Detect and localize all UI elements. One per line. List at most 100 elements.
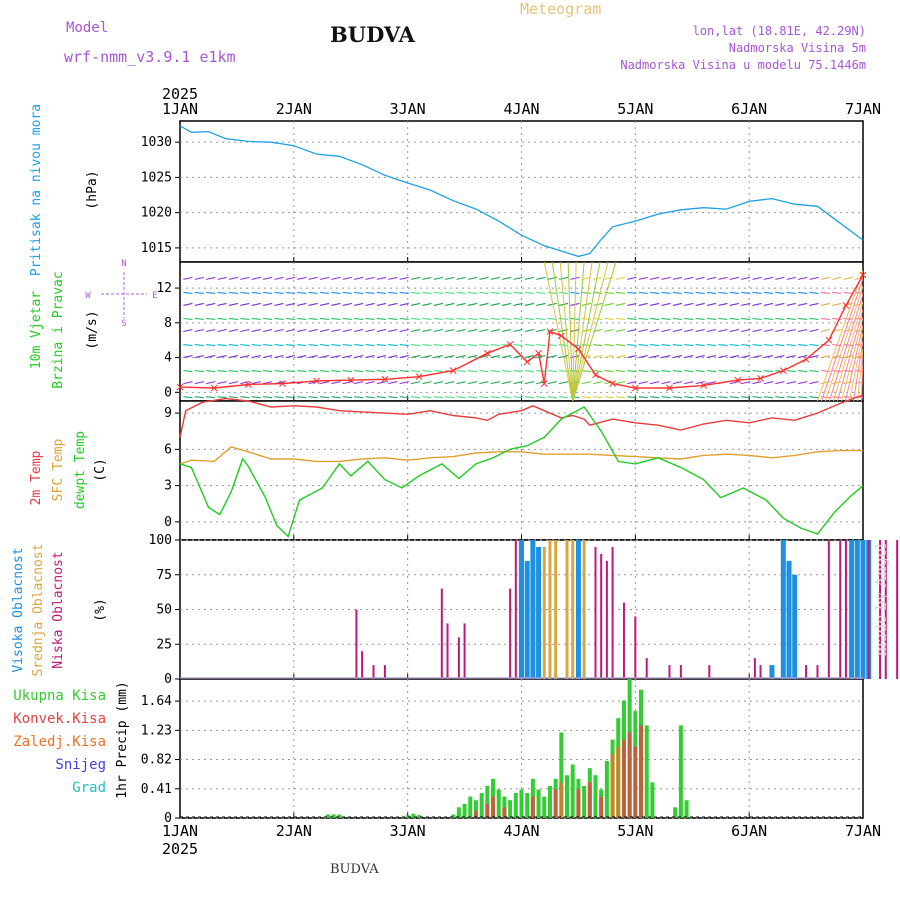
dewpoint-line bbox=[179, 406, 864, 538]
wind-barb bbox=[695, 370, 705, 373]
wind-barb bbox=[809, 291, 819, 294]
wind-barb bbox=[524, 343, 534, 347]
wind-barb bbox=[661, 381, 671, 385]
wind-barb bbox=[456, 317, 466, 321]
wind-barb bbox=[684, 328, 694, 333]
wind-barb bbox=[672, 343, 682, 347]
wind-barb bbox=[399, 276, 409, 280]
wind-barb bbox=[331, 302, 341, 306]
wind-barb bbox=[547, 355, 557, 359]
wind-barb bbox=[422, 276, 432, 280]
wind-barb bbox=[843, 396, 853, 399]
wind-barb bbox=[513, 302, 523, 306]
wind-barb bbox=[297, 370, 307, 373]
wind-barb bbox=[240, 396, 250, 399]
wind-barb bbox=[502, 396, 512, 399]
wind-barb bbox=[627, 328, 637, 333]
wind-barb bbox=[354, 328, 364, 333]
wind-barb-fan bbox=[832, 301, 863, 401]
wind-barb bbox=[604, 328, 614, 333]
wind-barb bbox=[240, 276, 250, 280]
wind-barb bbox=[798, 343, 808, 347]
wind-barb bbox=[297, 317, 307, 321]
low-cloud-bar bbox=[457, 637, 460, 679]
temp-unit: (C) bbox=[93, 458, 108, 481]
wind-barb bbox=[718, 370, 728, 373]
wind-barb bbox=[467, 343, 478, 347]
wind-barb bbox=[718, 396, 728, 399]
total-precip-bar bbox=[331, 814, 336, 818]
wind-barb bbox=[809, 343, 819, 347]
wind-barb bbox=[183, 276, 193, 280]
wind-barb bbox=[422, 328, 432, 333]
high-cloud-bar bbox=[786, 560, 792, 679]
wind-barb bbox=[684, 276, 694, 280]
wind-barb bbox=[308, 317, 318, 321]
wind-barb-fan bbox=[572, 262, 585, 401]
wind-barb bbox=[183, 302, 193, 306]
total-precip-bar bbox=[513, 793, 518, 818]
total-precip-bar bbox=[684, 800, 689, 818]
conv-precip-bar bbox=[621, 739, 626, 818]
wind-barb bbox=[558, 276, 569, 280]
high-cloud-bar bbox=[860, 540, 866, 679]
wind-barb bbox=[513, 317, 523, 321]
wind-barb bbox=[513, 291, 523, 294]
wind-barb bbox=[786, 276, 796, 280]
wind-barb bbox=[820, 328, 831, 333]
wind-barb bbox=[809, 355, 819, 359]
total-precip-bar bbox=[508, 800, 513, 818]
wind-barb bbox=[832, 291, 842, 294]
conv-precip-bar bbox=[587, 782, 592, 818]
wind-barb bbox=[763, 317, 774, 321]
wind-barb bbox=[433, 276, 443, 280]
y-tick-label: 1.64 bbox=[141, 694, 172, 709]
wind-barb bbox=[581, 370, 591, 373]
wind-barb bbox=[775, 302, 785, 306]
wind-barb bbox=[775, 381, 785, 385]
wind-barb bbox=[820, 317, 830, 321]
wind-barb bbox=[513, 343, 523, 347]
wind-barb bbox=[513, 370, 523, 373]
low-cloud-bar bbox=[622, 602, 625, 679]
wind-barb bbox=[695, 302, 705, 306]
total-precip-bar bbox=[536, 789, 541, 818]
wind-barb bbox=[741, 317, 751, 321]
wind-barb bbox=[274, 291, 284, 294]
wind-barb bbox=[194, 317, 204, 321]
wind-barb bbox=[228, 317, 239, 321]
wind-barb bbox=[342, 355, 352, 359]
wind-barb bbox=[638, 396, 648, 399]
wind-barb bbox=[729, 302, 739, 306]
wind-speed-marker bbox=[666, 384, 673, 392]
wind-barb bbox=[797, 355, 808, 359]
wind-barb bbox=[240, 343, 250, 347]
wind-barb bbox=[376, 276, 387, 280]
wind-barb bbox=[581, 317, 591, 321]
wind-barb bbox=[240, 328, 250, 333]
wind-barb-fan bbox=[820, 278, 863, 401]
wind-barb bbox=[399, 317, 409, 321]
low-cloud-bar bbox=[645, 658, 648, 679]
wind-barb bbox=[843, 343, 853, 347]
elevation-text: Nadmorska Visina 5m bbox=[728, 41, 866, 55]
conv-precip-bar bbox=[627, 732, 632, 818]
wind-barb bbox=[274, 343, 284, 347]
wind-barb bbox=[274, 396, 284, 399]
wind-barb bbox=[843, 381, 853, 385]
wind-barb bbox=[319, 355, 330, 359]
wind-barb bbox=[285, 276, 295, 280]
wind-barb bbox=[775, 396, 785, 399]
wind-barb bbox=[274, 317, 284, 321]
wind-barb bbox=[627, 317, 637, 321]
wind-barb bbox=[775, 343, 785, 347]
wind-barb bbox=[581, 396, 591, 399]
wind-barb bbox=[854, 291, 863, 294]
wind-barb bbox=[319, 370, 330, 373]
wind-barb bbox=[627, 291, 637, 294]
wind-barb bbox=[502, 291, 512, 294]
wind-barb bbox=[410, 328, 421, 333]
compass-east: E bbox=[152, 291, 157, 301]
station-title: BUDVA bbox=[330, 22, 415, 47]
wind-barb bbox=[194, 291, 204, 294]
